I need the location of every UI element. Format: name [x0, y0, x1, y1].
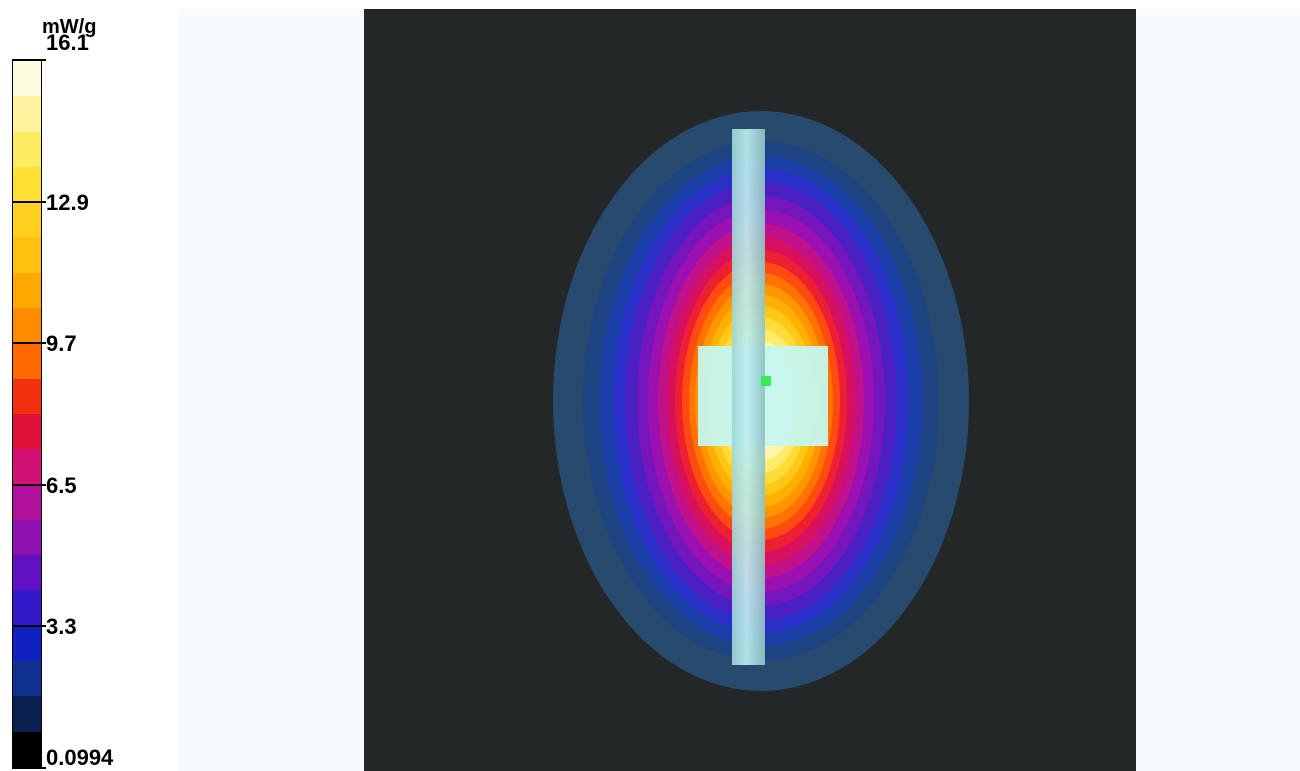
colorbar-level-0: [13, 61, 41, 97]
colorbar-level-9: [13, 378, 41, 414]
colorbar-level-10: [13, 413, 41, 450]
colorbar-level-2: [13, 131, 41, 167]
sar-distribution-svg: [178, 9, 1300, 771]
colorbar-level-3: [13, 166, 41, 203]
colorbar-level-4: [13, 202, 41, 238]
colorbar-unit-label: mW/g: [42, 16, 97, 38]
colorbar-level-8: [13, 343, 41, 379]
colorbar-level-18: [13, 696, 41, 732]
colorbar-scale: [12, 60, 42, 768]
colorbar-tick-label: 12.9: [46, 190, 89, 215]
colorbar-tick: [12, 201, 46, 203]
colorbar-level-13: [13, 519, 41, 556]
colorbar-level-5: [13, 237, 41, 273]
colorbar-level-17: [13, 661, 41, 697]
colorbar-tick: [12, 767, 46, 769]
sar-plot-area: [178, 9, 1300, 771]
colorbar-level-14: [13, 555, 41, 591]
colorbar-tick: [12, 342, 46, 344]
colorbar-tick-label: 9.7: [46, 331, 77, 356]
colorbar-panel: mW/g 16.1 12.9 9.7 6.5 3.3 0.0994: [0, 0, 175, 771]
colorbar-tick: [12, 59, 46, 61]
peak-marker: [761, 376, 771, 386]
colorbar-tick-label: 6.5: [46, 473, 77, 498]
probe-rod: [732, 129, 765, 665]
colorbar-tick: [12, 625, 46, 627]
colorbar-tick-label: 16.1: [46, 30, 89, 55]
colorbar-level-19: [13, 731, 41, 767]
colorbar-level-7: [13, 308, 41, 344]
colorbar-tick-label: 3.3: [46, 614, 77, 639]
colorbar-tick-label: 0.0994: [46, 745, 114, 770]
colorbar-tick: [12, 484, 46, 486]
colorbar-level-1: [13, 96, 41, 132]
colorbar-level-16: [13, 625, 41, 662]
colorbar-level-6: [13, 272, 41, 309]
colorbar-level-11: [13, 449, 41, 485]
colorbar-level-15: [13, 590, 41, 626]
colorbar-level-12: [13, 484, 41, 520]
